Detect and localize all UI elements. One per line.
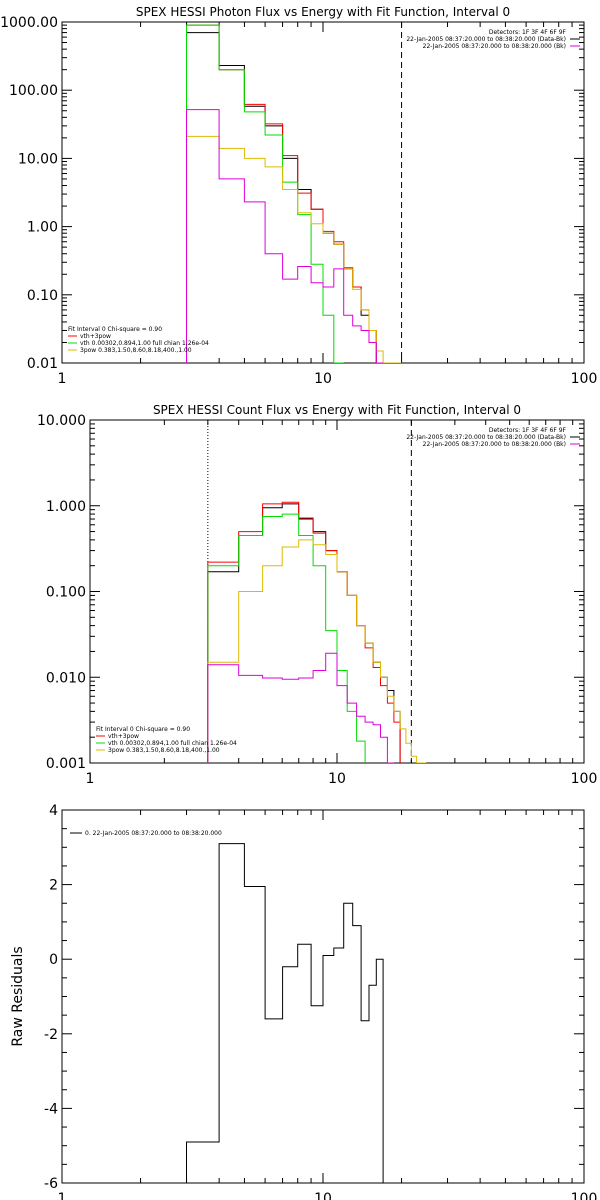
panel-1: SPEX HESSI Photon Flux vs Energy with Fi… [0, 5, 597, 387]
y-tick-label: 10.000 [37, 413, 86, 429]
y-tick-label: 0 [49, 952, 58, 968]
y-tick-label: 10.00 [18, 151, 58, 167]
y-tick-label: 0.010 [46, 670, 86, 686]
y-tick-label: 0.001 [46, 756, 86, 772]
series-line [207, 539, 427, 763]
legend-text: Fit Interval 0 Chi-square = 0.90 [68, 326, 162, 333]
series-line [186, 32, 377, 363]
panel-3: Raw Residuals 1 10 100 4 2 0 -2 -4 -6 0. 22-Jan-20… [10, 803, 597, 1200]
series-line [207, 652, 394, 763]
y-tick-label: 100.00 [9, 83, 58, 99]
x-tick-label: 10 [314, 371, 332, 387]
chart-title: SPEX HESSI Count Flux vs Energy with Fit… [153, 403, 521, 417]
legend-text: vth+3pow [80, 333, 111, 340]
y-tick-label: 4 [49, 803, 58, 819]
legend-text: vth 0.00302,0.894,1.00 full chian 1.26e-… [80, 340, 209, 347]
series-line [207, 503, 401, 763]
x-tick-label: 100 [571, 1191, 598, 1200]
legend-text: 3pow 0.383,1.50,8.60,8.18,400.,1.00 [108, 747, 220, 754]
panel-2: SPEX HESSI Count Flux vs Energy with Fit… [37, 403, 597, 787]
series-line [186, 109, 384, 363]
series-line [207, 501, 401, 763]
x-tick-label: 1 [58, 1191, 67, 1200]
series-line [186, 843, 384, 1183]
y-tick-label: -2 [44, 1027, 58, 1043]
x-tick-label: 10 [314, 1191, 332, 1200]
y-tick-label: 1.000 [46, 499, 86, 515]
legend-text: 22-Jan-2005 08:37:20.000 to 08:38:20.000… [406, 36, 566, 43]
legend-text: 0. 22-Jan-2005 08:37:20.000 to 08:38:20.… [85, 830, 222, 837]
x-tick-label: 1 [58, 371, 67, 387]
chart-title: SPEX HESSI Photon Flux vs Energy with Fi… [136, 5, 510, 19]
legend-text: Fit Interval 0 Chi-square = 0.90 [96, 726, 190, 733]
series-line [186, 24, 377, 363]
legend-text: 22-Jan-2005 08:37:20.000 to 08:38:20.000… [423, 43, 566, 50]
y-tick-label: -6 [44, 1176, 58, 1192]
x-tick-label: 100 [571, 771, 598, 787]
series-line [207, 513, 366, 763]
legend-text: 22-Jan-2005 08:37:20.000 to 08:38:20.000… [423, 441, 566, 448]
legend-text: Detectors: 1F 3F 4F 6F 9F [489, 29, 567, 36]
y-tick-label: 1000.00 [0, 15, 58, 31]
legend-text: vth 0.00302,0.894,1.00 full chian 1.26e-… [108, 740, 237, 747]
x-tick-label: 100 [571, 371, 598, 387]
legend-text: 22-Jan-2005 08:37:20.000 to 08:38:20.000… [406, 434, 566, 441]
y-axis-label: Raw Residuals [10, 946, 26, 1046]
legend-text: Detectors: 1F 3F 4F 6F 9F [489, 427, 567, 434]
y-tick-label: 0.01 [27, 356, 58, 372]
legend-text: 3pow 0.383,1.50,8.60,8.18,400.,1.00 [80, 347, 192, 354]
y-tick-label: 1.00 [27, 220, 58, 236]
x-tick-label: 10 [328, 771, 346, 787]
y-tick-label: -4 [44, 1101, 58, 1117]
series-line [186, 24, 344, 363]
y-tick-label: 2 [49, 878, 58, 894]
plot-frame [89, 419, 585, 764]
y-tick-label: 0.10 [27, 288, 58, 304]
x-tick-label: 1 [86, 771, 95, 787]
y-tick-label: 0.100 [46, 585, 86, 601]
legend-text: vth+3pow [108, 733, 139, 740]
